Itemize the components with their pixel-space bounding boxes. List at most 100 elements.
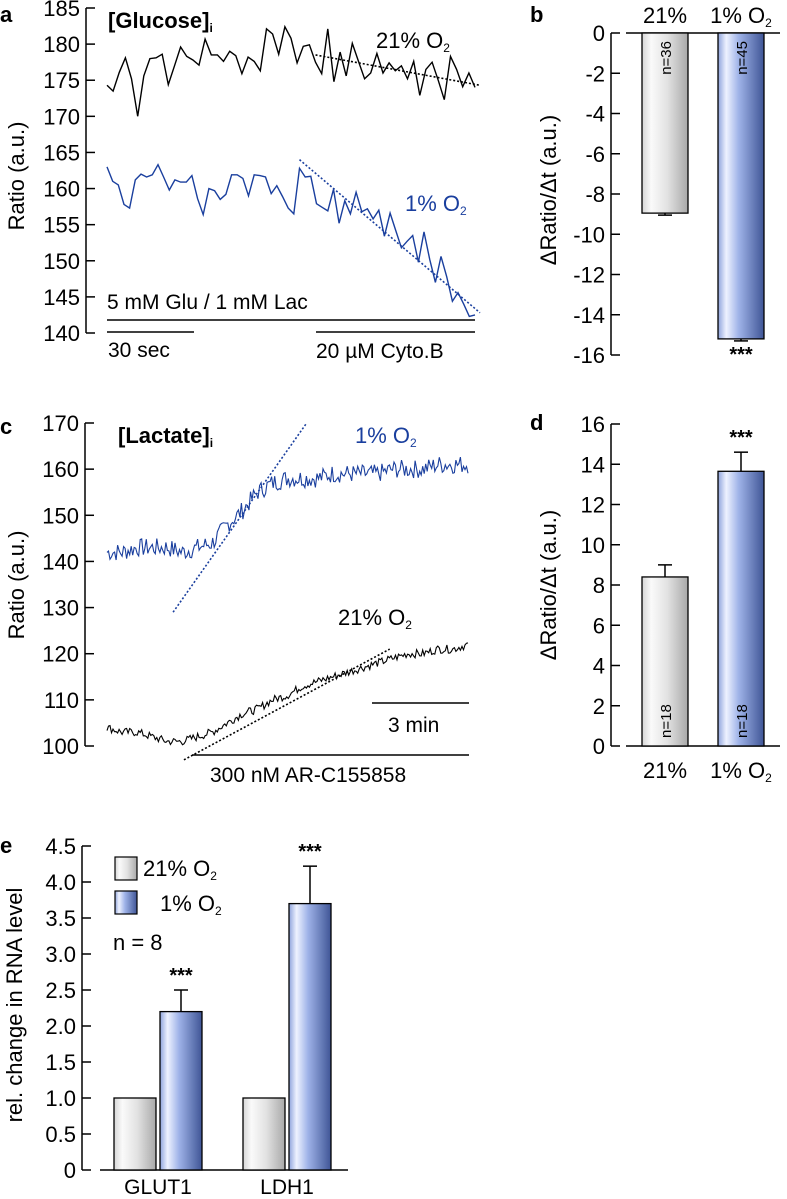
- y-tick-label: 170: [42, 411, 79, 436]
- bars: *** GLUT1 *** LDH1: [100, 841, 348, 1199]
- y-tick-label: 175: [43, 68, 80, 93]
- y-tick-label: 4.5: [45, 834, 76, 859]
- y-axis: 0 0.5 1.0 1.5 2.0 2.5 3.0 3.5 4.0 4.5: [45, 834, 91, 1183]
- y-tick-label: 165: [43, 140, 80, 165]
- legend: 21% O2 1% O2 n = 8: [113, 856, 222, 955]
- drug-bar-label: 300 nM AR-C155858: [210, 764, 406, 787]
- bar-ldh1-1: [288, 902, 332, 1171]
- panel-b-bar-chart: b 0 -2 -4 -6 -8 -10 -12 -14 -16 ΔRatio/Δt (a.u.)…: [530, 2, 780, 368]
- y-tick-label: 14: [581, 452, 605, 477]
- y-tick-label: 1.0: [45, 1086, 76, 1111]
- y-tick-label: 3.5: [45, 906, 76, 931]
- y-tick-label: 140: [42, 549, 79, 574]
- panel-a-glucose-trace: a 140 145 150 155 160 165 170 175 180 185 Ratio (…: [0, 0, 481, 363]
- bar-ldh1-21: [242, 1097, 286, 1171]
- y-axis-label: Ratio (a.u.): [4, 531, 29, 640]
- y-axis-label: rel. change in RNA level: [2, 888, 27, 1123]
- trace-line-21: [106, 24, 476, 117]
- series-label-1: 1% O2: [405, 191, 467, 218]
- bar-glut1-1: [159, 1010, 203, 1171]
- x-tick-label: LDH1: [260, 1176, 314, 1199]
- x-tick-label: GLUT1: [124, 1176, 192, 1199]
- bars: n=36 n=45 ***: [626, 32, 780, 366]
- y-tick-label: -10: [573, 222, 605, 247]
- chart-title: [Glucose]i: [108, 8, 213, 35]
- y-tick-label: -2: [585, 61, 605, 86]
- y-tick-label: 120: [42, 642, 79, 667]
- y-tick-label: -4: [585, 102, 605, 127]
- panel-letter-e: e: [0, 833, 12, 858]
- y-tick-label: -12: [573, 263, 605, 288]
- y-tick-label: 150: [42, 503, 79, 528]
- bars: n=18 n=18 ***: [626, 427, 780, 747]
- y-axis: 140 145 150 155 160 165 170 175 180 185: [43, 0, 95, 346]
- fit-line-21: [315, 54, 481, 87]
- y-tick-label: 0: [593, 734, 605, 759]
- y-tick-label: 4.0: [45, 870, 76, 895]
- y-tick-label: 110: [44, 688, 79, 713]
- y-tick-label: 155: [43, 213, 80, 238]
- bar-glut1-21: [113, 1097, 157, 1171]
- n-label: n = 8: [113, 930, 163, 955]
- traces: [106, 422, 469, 761]
- trace-line-21: [106, 642, 469, 746]
- trace-line-1: [106, 456, 469, 561]
- bar-1: [717, 470, 765, 747]
- y-tick-label: 170: [43, 104, 80, 129]
- chart-title: [Lactate]i: [118, 423, 213, 450]
- category-label-1: 1% O2: [710, 3, 772, 30]
- y-tick-label: 0: [593, 21, 605, 46]
- y-tick-label: -16: [573, 343, 605, 368]
- y-tick-label: 145: [43, 285, 80, 310]
- y-tick-label: 160: [42, 457, 79, 482]
- y-tick-label: 6: [593, 613, 605, 638]
- y-tick-label: 140: [43, 321, 80, 346]
- y-tick-label: -14: [573, 303, 605, 328]
- scale-bar-label: 3 min: [388, 714, 439, 737]
- y-tick-label: 130: [42, 596, 79, 621]
- y-axis-label: ΔRatio/Δt (a.u.): [536, 115, 561, 265]
- n-label: n=45: [734, 41, 751, 75]
- y-tick-label: 180: [43, 32, 80, 57]
- y-tick-label: 150: [43, 249, 80, 274]
- bar-1: [717, 32, 765, 340]
- fit-line-21: [183, 648, 391, 761]
- significance-marker: ***: [729, 344, 753, 366]
- y-axis-label: ΔRatio/Δt (a.u.): [536, 510, 561, 660]
- y-tick-label: 1.5: [45, 1050, 76, 1075]
- significance-marker: ***: [729, 427, 753, 449]
- series-label-1: 1% O2: [355, 423, 417, 450]
- y-tick-label: 10: [581, 533, 605, 558]
- n-label: n=18: [658, 704, 675, 738]
- y-tick-label: 8: [593, 573, 605, 598]
- drug-bar-label: 20 µM Cyto.B: [316, 340, 444, 363]
- series-label-21: 21% O2: [376, 28, 450, 55]
- significance-marker: ***: [298, 841, 322, 863]
- trace-line-1: [106, 163, 476, 318]
- scale-bar-label: 30 sec: [108, 339, 170, 362]
- panel-letter-b: b: [530, 2, 543, 27]
- y-tick-label: 16: [581, 412, 605, 437]
- legend-swatch-1: [114, 890, 138, 915]
- y-tick-label: -8: [585, 182, 605, 207]
- y-tick-label: 2: [593, 694, 605, 719]
- category-label-21: 21%: [643, 3, 687, 28]
- legend-label-21: 21% O2: [143, 856, 217, 883]
- y-tick-label: 3.0: [45, 942, 76, 967]
- panel-letter-c: c: [0, 414, 12, 439]
- y-axis-label: Ratio (a.u.): [4, 122, 29, 231]
- condition-label: 5 mM Glu / 1 mM Lac: [107, 291, 308, 314]
- y-tick-label: 185: [43, 0, 80, 21]
- y-axis: 100 110 120 130 140 150 160 170: [42, 411, 94, 759]
- y-tick-label: 0: [64, 1158, 76, 1183]
- series-label-21: 21% O2: [338, 605, 412, 632]
- y-axis: 0 2 4 6 8 10 12 14 16: [581, 412, 620, 759]
- traces: [106, 24, 481, 318]
- fit-line-1: [298, 159, 481, 314]
- category-label-1: 1% O2: [710, 758, 772, 785]
- y-tick-label: 100: [42, 734, 79, 759]
- fit-line-1: [172, 422, 308, 613]
